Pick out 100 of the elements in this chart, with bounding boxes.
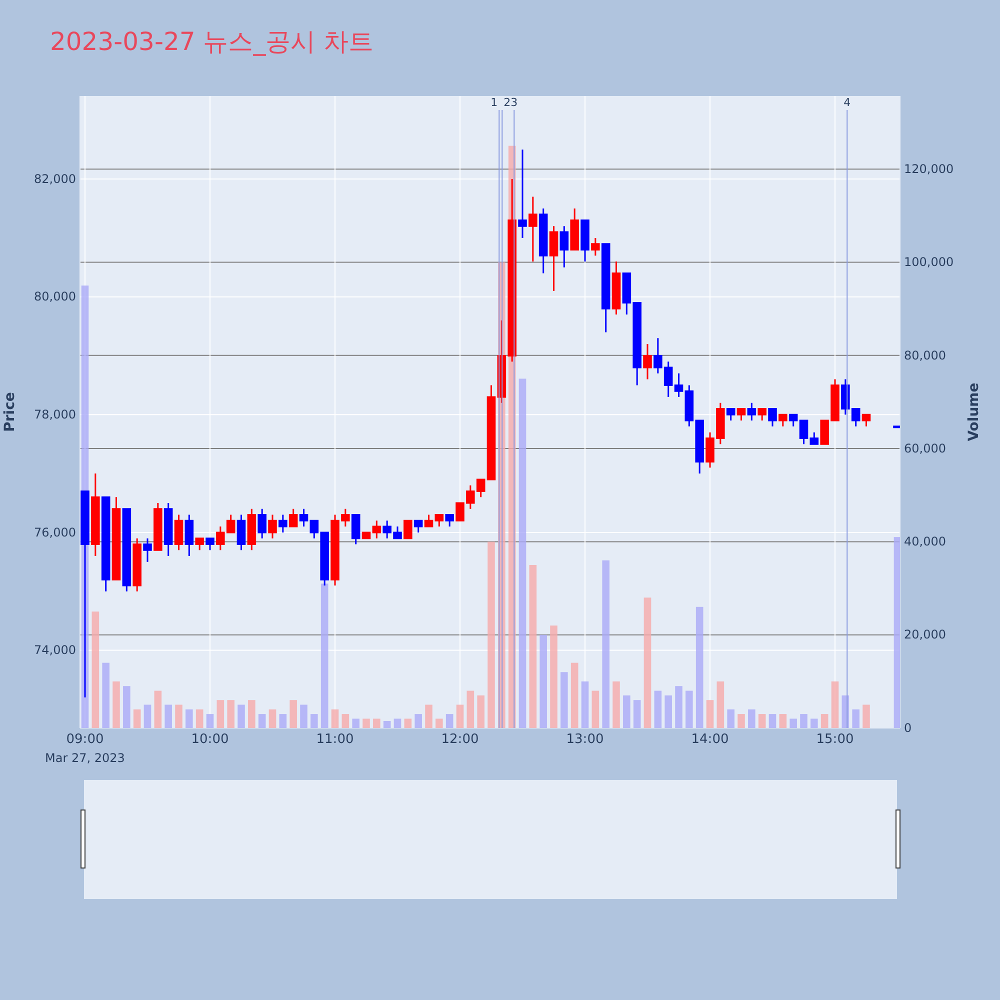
bar xyxy=(612,681,620,728)
y2-tick-label: 100,000 xyxy=(904,255,954,270)
bar xyxy=(248,700,256,728)
candlestick xyxy=(560,225,569,268)
candlestick xyxy=(184,514,194,557)
y-axis-title: Price xyxy=(2,392,18,432)
bar xyxy=(92,612,100,728)
annotation: 4 xyxy=(844,96,851,109)
bar xyxy=(436,718,443,728)
bar xyxy=(748,709,756,728)
bar xyxy=(894,537,900,728)
bar xyxy=(831,681,839,728)
bar xyxy=(581,681,589,728)
candlestick xyxy=(591,237,600,256)
bar xyxy=(675,686,682,728)
bar xyxy=(394,718,402,728)
bar xyxy=(362,718,370,728)
y-tick-label: 74,000 xyxy=(34,643,76,658)
candlestick xyxy=(143,538,152,563)
candlestick xyxy=(236,514,246,551)
bar xyxy=(488,542,495,728)
bar xyxy=(529,564,537,728)
bar xyxy=(258,714,266,728)
candlestick xyxy=(758,408,766,422)
bar xyxy=(633,700,641,728)
candlestick xyxy=(549,225,558,292)
annotation: 3 xyxy=(510,96,518,109)
bar xyxy=(186,709,193,728)
candlestick xyxy=(372,520,382,540)
candlestick xyxy=(538,208,548,274)
bar xyxy=(664,695,672,728)
x-tick-label: 15:00 xyxy=(816,732,854,748)
bar xyxy=(310,714,318,728)
bar xyxy=(518,378,526,728)
bar xyxy=(466,690,474,728)
candlestick xyxy=(195,538,204,551)
candlestick xyxy=(112,496,121,580)
bar xyxy=(352,718,360,728)
x-tick-label: 10:00 xyxy=(191,732,229,748)
bar xyxy=(196,709,204,728)
bar xyxy=(800,714,808,728)
annotation: 1 xyxy=(490,96,498,109)
bar xyxy=(373,718,380,728)
bar xyxy=(820,714,828,728)
bar xyxy=(290,700,297,728)
bar xyxy=(425,704,432,728)
text: Mar 27, 2023 xyxy=(45,751,125,765)
candlestick xyxy=(164,502,173,557)
bar xyxy=(779,714,787,728)
bar xyxy=(852,709,860,728)
y-tick-label: 80,000 xyxy=(34,290,76,304)
candlestick xyxy=(486,384,496,480)
x-tick-label: 12:00 xyxy=(441,732,479,748)
candlestick xyxy=(101,496,110,592)
candlestick xyxy=(736,408,746,422)
candlestick xyxy=(726,408,736,422)
bar xyxy=(268,709,276,728)
bar xyxy=(216,700,224,728)
bar xyxy=(154,690,162,728)
bar xyxy=(102,662,110,728)
candlestick xyxy=(122,508,132,592)
candlestick xyxy=(778,414,788,428)
candlestick xyxy=(414,520,423,534)
bar xyxy=(592,690,600,728)
bar xyxy=(404,718,412,728)
bar xyxy=(383,721,391,728)
candlestick xyxy=(768,408,777,428)
candlestick xyxy=(424,514,434,528)
bar xyxy=(456,704,464,728)
bar xyxy=(164,704,172,728)
bar xyxy=(738,714,745,728)
candlestick xyxy=(404,520,412,540)
candlestick xyxy=(601,243,610,333)
y2-tick-label: 0 xyxy=(904,720,912,735)
chart-title: 2023-03-27 뉴스_공시 차트 xyxy=(50,27,374,56)
x-tick-label: 11:00 xyxy=(316,732,354,748)
candlestick xyxy=(258,508,266,540)
candlestick xyxy=(132,538,142,592)
bar xyxy=(446,714,454,728)
bar xyxy=(644,598,652,728)
annotation: 2 xyxy=(504,96,511,109)
y2-tick-label: 40,000 xyxy=(904,534,946,549)
bar xyxy=(570,662,578,728)
bar xyxy=(862,704,870,728)
candlestick xyxy=(91,472,100,557)
bar xyxy=(238,704,245,728)
candlestick xyxy=(799,420,808,445)
bar xyxy=(550,626,558,728)
bar xyxy=(279,714,287,728)
bar xyxy=(300,704,308,728)
y-tick-label: 76,000 xyxy=(34,525,76,540)
candlestick xyxy=(434,514,444,528)
candlestick xyxy=(788,414,798,428)
bar xyxy=(133,709,141,728)
x-tick-label: 09:00 xyxy=(66,732,104,748)
bar xyxy=(716,681,724,728)
bar xyxy=(227,700,234,728)
bar xyxy=(331,709,339,728)
bar xyxy=(727,709,734,728)
candlestick xyxy=(445,514,454,528)
